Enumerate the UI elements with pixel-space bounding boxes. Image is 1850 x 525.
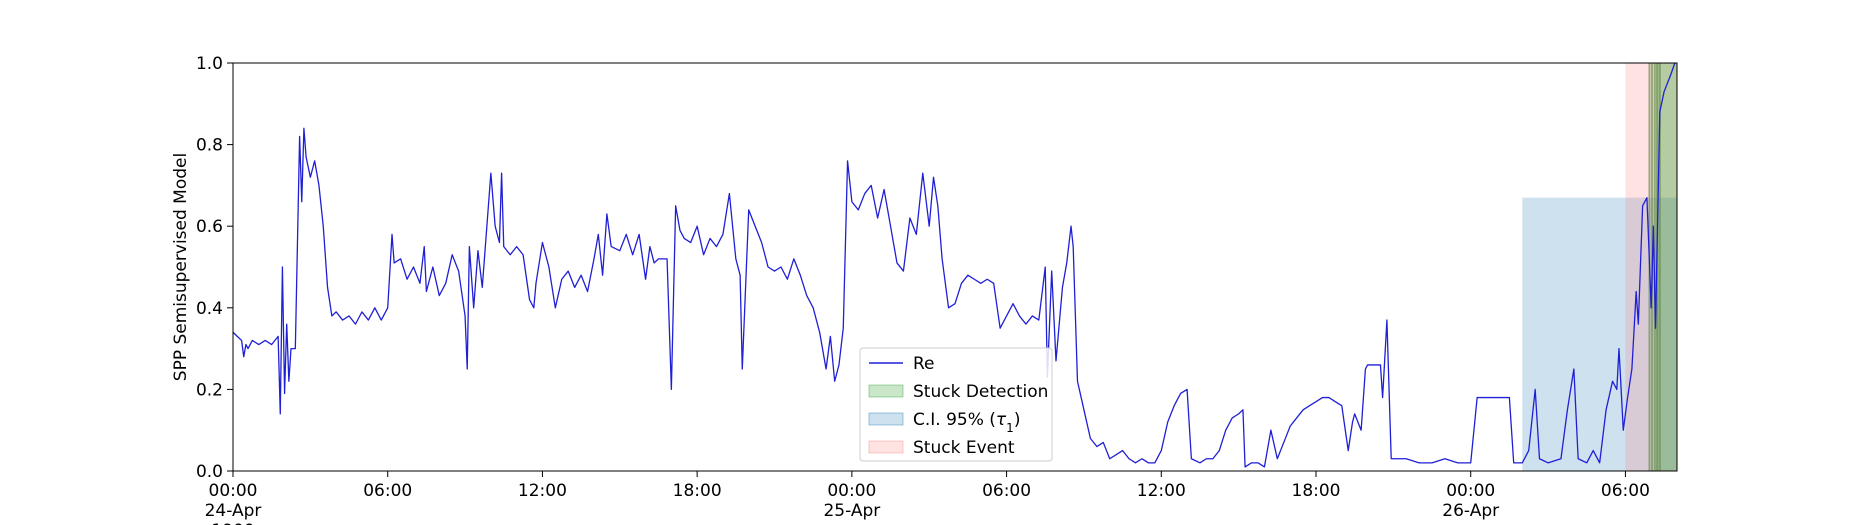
- x-tick-label: 06:00: [363, 481, 412, 501]
- x-tick-label: 25-Apr: [823, 501, 880, 521]
- legend-box: [859, 347, 1053, 462]
- x-tick-label: 06:00: [1601, 481, 1650, 501]
- y-tick-label: 0.8: [196, 136, 223, 156]
- x-tick-label: 1900: [211, 521, 254, 525]
- y-tick-label: 1.0: [196, 54, 223, 74]
- x-tick-label: 12:00: [1137, 481, 1186, 501]
- y-axis: 0.0 0.2 0.4 0.6 0.8 1.0: [196, 54, 233, 482]
- legend-label-stuck-event: Stuck Event: [913, 438, 1015, 458]
- x-tick-label: 18:00: [1292, 481, 1341, 501]
- x-tick-label: 00:00: [827, 481, 876, 501]
- legend-label-stuck-detection: Stuck Detection: [913, 382, 1048, 402]
- legend-swatch-c-i-95-1: [868, 412, 904, 426]
- series-group: [232, 62, 1676, 468]
- x-tick-label: 06:00: [982, 481, 1031, 501]
- y-axis-label: SPP Semisupervised Model: [171, 153, 191, 381]
- y-tick-label: 0.4: [196, 299, 223, 319]
- legend-swatch-stuck-detection: [868, 384, 904, 398]
- legend-swatch-stuck-event: [868, 440, 904, 454]
- y-tick-label: 0.0: [196, 462, 223, 482]
- region-stuck-detection: [1655, 63, 1677, 471]
- x-tick-label: 00:00: [209, 481, 258, 501]
- y-tick-label: 0.6: [196, 217, 223, 237]
- series-line-re: [232, 62, 1676, 468]
- legend-label-re: Re: [913, 354, 935, 374]
- y-tick-label: 0.2: [196, 380, 223, 400]
- x-tick-label: 12:00: [518, 481, 567, 501]
- x-tick-label: 18:00: [673, 481, 722, 501]
- x-tick-label: 24-Apr: [205, 501, 262, 521]
- x-tick-label: 26-Apr: [1442, 501, 1499, 521]
- x-axis: 00:0024-Apr190006:0012:0018:0000:0025-Ap…: [205, 471, 1650, 525]
- plot-frame: [232, 62, 1678, 472]
- x-tick-label: 00:00: [1446, 481, 1495, 501]
